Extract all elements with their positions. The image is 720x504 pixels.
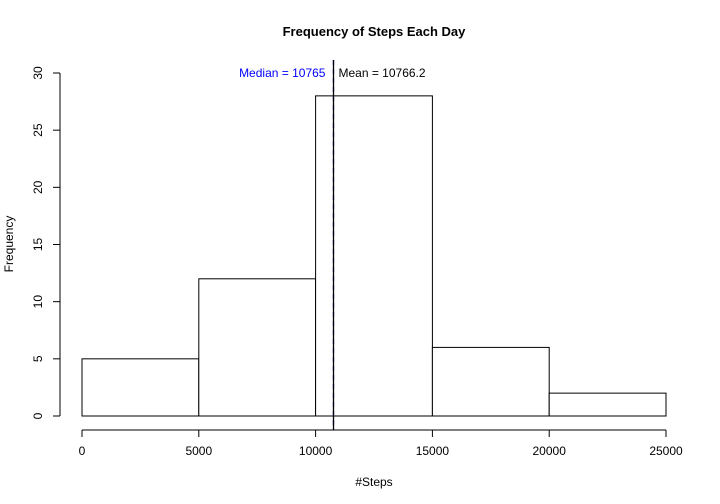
x-tick-label: 15000 bbox=[416, 444, 450, 458]
y-tick-label: 30 bbox=[31, 66, 45, 80]
x-axis-label: #Steps bbox=[355, 475, 392, 489]
x-tick-label: 0 bbox=[79, 444, 86, 458]
histogram-bar bbox=[431, 346, 550, 417]
x-tick-label: 10000 bbox=[299, 444, 333, 458]
y-tick-label: 20 bbox=[31, 180, 45, 194]
histogram-bar bbox=[81, 358, 200, 417]
y-tick-label: 25 bbox=[31, 123, 45, 137]
y-tick-label: 10 bbox=[31, 295, 45, 309]
y-axis: 0 5 10 15 20 25 30 bbox=[31, 66, 61, 419]
y-tick-label: 5 bbox=[31, 355, 45, 362]
reference-lines: Median = 10765 Mean = 10766.2 bbox=[239, 60, 426, 430]
y-axis-label: Frequency bbox=[2, 216, 16, 273]
bars-group bbox=[81, 95, 667, 417]
y-tick-label: 15 bbox=[31, 238, 45, 252]
x-tick-label: 5000 bbox=[185, 444, 212, 458]
median-label: Median = 10765 bbox=[239, 66, 326, 80]
histogram-bar bbox=[198, 278, 317, 417]
x-axis: 0 5000 10000 15000 20000 25000 bbox=[79, 429, 683, 458]
histogram-bar bbox=[548, 392, 667, 417]
x-tick-label: 25000 bbox=[649, 444, 683, 458]
histogram-bar bbox=[315, 95, 433, 417]
x-tick-label: 20000 bbox=[533, 444, 567, 458]
mean-label: Mean = 10766.2 bbox=[338, 66, 425, 80]
chart-title: Frequency of Steps Each Day bbox=[283, 24, 467, 39]
y-tick-label: 0 bbox=[31, 412, 45, 419]
